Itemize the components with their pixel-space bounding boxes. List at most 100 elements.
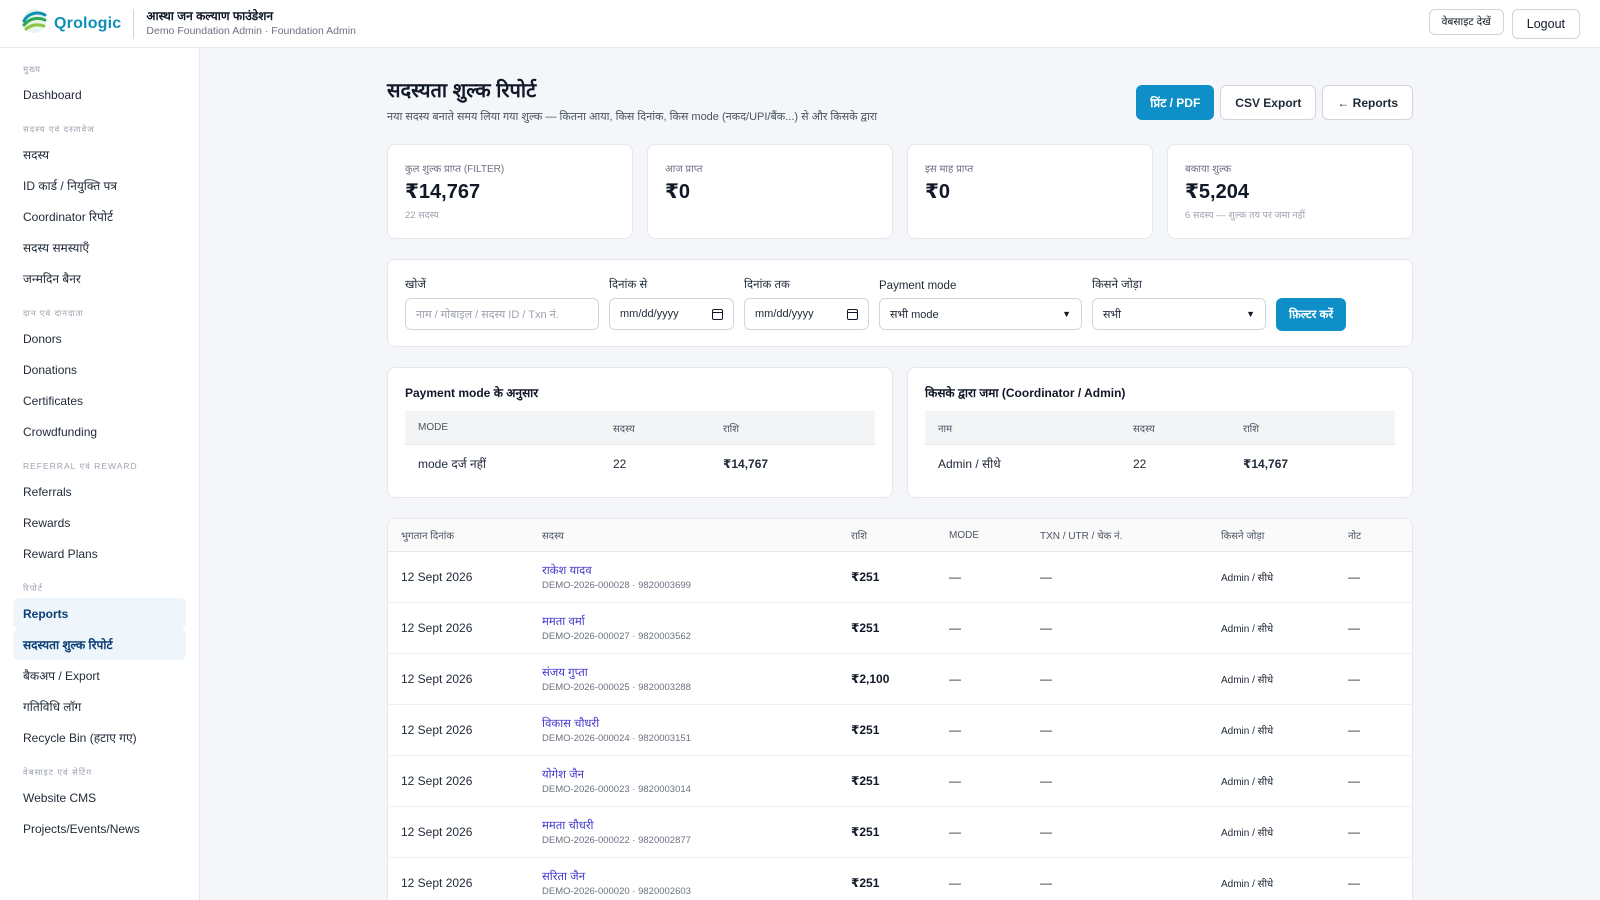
print-pdf-button[interactable]: प्रिंट / PDF — [1136, 85, 1215, 120]
table-row: 12 Sept 2026 सरिता जैन DEMO-2026-000020 … — [388, 858, 1412, 900]
payment-mode: — — [949, 876, 961, 890]
payment-amount: ₹251 — [851, 825, 880, 839]
payment-txn: — — [1040, 876, 1052, 890]
member-cell: विकास चौधरी DEMO-2026-000024 · 982000315… — [542, 716, 851, 744]
sidebar-item-referrals[interactable]: Referrals — [23, 484, 72, 499]
sidebar-item-donations[interactable]: Donations — [23, 362, 78, 377]
payment-mode-select[interactable]: सभी mode ▼ — [879, 298, 1082, 330]
mode-summary-table: MODE सदस्य राशि mode दर्ज नहीं 22 ₹14,76… — [405, 411, 875, 482]
sidebar-section-title: सदस्य एवं दस्तावेज — [23, 124, 95, 134]
sidebar-section-title: मुख्य — [23, 64, 41, 74]
payment-mode: — — [949, 621, 961, 635]
member-name-link[interactable]: विकास चौधरी — [542, 718, 600, 730]
member-name-link[interactable]: सरिता जैन — [542, 871, 586, 883]
payment-added-by: Admin / सीधे — [1221, 624, 1274, 635]
sidebar-item-website-cms[interactable]: Website CMS — [23, 790, 97, 805]
stat-note: 6 सदस्य — शुल्क तय पर जमा नहीं — [1185, 210, 1306, 221]
filter-submit-button[interactable]: फ़िल्टर करें — [1276, 298, 1347, 331]
stat-value: ₹14,767 — [405, 181, 481, 203]
member-id-mobile: DEMO-2026-000020 · 9820002603 — [542, 886, 691, 897]
org-block: आस्था जन कल्याण फाउंडेशन Demo Foundation… — [133, 8, 356, 39]
added-by-summary-card: किसके द्वारा जमा (Coordinator / Admin) न… — [907, 367, 1413, 498]
column-header: TXN / UTR / चेक नं. — [1040, 531, 1123, 542]
payment-note: — — [1348, 774, 1360, 788]
date-to-value: mm/dd/yyyy — [755, 308, 814, 320]
payment-mode: — — [949, 723, 961, 737]
added-by-select[interactable]: सभी ▼ — [1092, 298, 1266, 330]
date-from-label: दिनांक से — [609, 279, 648, 291]
sidebar-item-projects-events-news[interactable]: Projects/Events/News — [23, 821, 140, 836]
added-by-label: किसने जोड़ा — [1092, 279, 1142, 291]
date-to-input[interactable]: mm/dd/yyyy — [744, 298, 869, 330]
member-id-mobile: DEMO-2026-000023 · 9820003014 — [542, 784, 691, 795]
column-header: नाम — [938, 423, 953, 435]
payment-added-by: Admin / सीधे — [1221, 879, 1274, 890]
sidebar-item-id-cards[interactable]: ID कार्ड / नियुक्ति पत्र — [23, 179, 117, 193]
filter-form: खोजें नाम / मोबाइल / सदस्य ID / Txn नं. … — [387, 259, 1413, 347]
stat-today-received: आज प्राप्त ₹0 — [647, 144, 893, 239]
payment-date: 12 Sept 2026 — [401, 774, 473, 788]
sidebar-item-membership-fee-report[interactable]: सदस्यता शुल्क रिपोर्ट — [13, 629, 186, 660]
csv-export-button[interactable]: CSV Export — [1220, 85, 1317, 120]
member-name-link[interactable]: ममता चौधरी — [542, 820, 594, 832]
payment-added-by: Admin / सीधे — [1221, 777, 1274, 788]
table-cell: 22 — [613, 456, 627, 471]
date-from-input[interactable]: mm/dd/yyyy — [609, 298, 734, 330]
member-id-mobile: DEMO-2026-000027 · 9820003562 — [542, 631, 691, 642]
stat-pending-fee: बकाया शुल्क ₹5,204 6 सदस्य — शुल्क तय पर… — [1167, 144, 1413, 239]
payments-table: भुगतान दिनांक सदस्य राशि MODE TXN / UTR … — [387, 518, 1413, 900]
back-to-reports-button[interactable]: ← Reports — [1322, 85, 1413, 120]
calendar-icon[interactable] — [712, 308, 723, 320]
sidebar-item-reports[interactable]: Reports — [13, 598, 186, 629]
payment-note: — — [1348, 876, 1360, 890]
column-header: राशि — [723, 423, 740, 435]
payment-amount: ₹251 — [851, 723, 880, 737]
member-name-link[interactable]: ममता वर्मा — [542, 616, 585, 628]
member-name-link[interactable]: योगेश जैन — [542, 769, 585, 781]
sidebar-item-coordinator-report[interactable]: Coordinator रिपोर्ट — [23, 210, 114, 224]
sidebar-item-birthday-banner[interactable]: जन्मदिन बैनर — [23, 272, 81, 286]
sidebar-item-reward-plans[interactable]: Reward Plans — [23, 546, 98, 561]
sidebar-item-backup-export[interactable]: बैकअप / Export — [23, 669, 100, 683]
sidebar-section-title: दान एवं दानदाता — [23, 308, 84, 318]
sidebar-item-donors[interactable]: Donors — [23, 331, 62, 346]
column-header: राशि — [851, 531, 868, 542]
table-cell: ₹14,767 — [723, 456, 769, 471]
sidebar-section-title: वेबसाइट एवं सेटिंग — [23, 767, 93, 777]
column-header: MODE — [949, 529, 979, 541]
payment-added-by: Admin / सीधे — [1221, 726, 1274, 737]
mode-summary-title: Payment mode के अनुसार — [405, 386, 539, 400]
payment-mode: — — [949, 570, 961, 584]
sidebar-item-members[interactable]: सदस्य — [23, 148, 50, 162]
main-content: सदस्यता शुल्क रिपोर्ट नया सदस्य बनाते सम… — [387, 48, 1413, 900]
brand[interactable]: Qrologic — [20, 7, 121, 40]
payment-txn: — — [1040, 621, 1052, 635]
summary-row: Payment mode के अनुसार MODE सदस्य राशि m… — [387, 367, 1413, 498]
chevron-down-icon: ▼ — [1246, 309, 1255, 319]
sidebar-item-certificates[interactable]: Certificates — [23, 393, 84, 408]
qrologic-logo-icon — [20, 7, 48, 40]
payment-added-by: Admin / सीधे — [1221, 573, 1274, 584]
sidebar-item-dashboard[interactable]: Dashboard — [23, 87, 82, 102]
column-header: सदस्य — [613, 423, 635, 435]
member-name-link[interactable]: राकेश यादव — [542, 565, 592, 577]
sidebar-item-activity-log[interactable]: गतिविधि लॉग — [23, 700, 82, 714]
sidebar-item-crowdfunding[interactable]: Crowdfunding — [23, 424, 98, 439]
sidebar-item-recycle-bin[interactable]: Recycle Bin (हटाए गए) — [23, 731, 137, 745]
member-id-mobile: DEMO-2026-000028 · 9820003699 — [542, 580, 691, 591]
sidebar-item-rewards[interactable]: Rewards — [23, 515, 71, 530]
sidebar-section-title: रिपोर्ट — [23, 583, 43, 593]
calendar-icon[interactable] — [847, 308, 858, 320]
page-title: सदस्यता शुल्क रिपोर्ट — [387, 80, 537, 102]
payment-mode: — — [949, 672, 961, 686]
sidebar-item-member-issues[interactable]: सदस्य समस्याएँ — [23, 241, 90, 255]
table-cell: mode दर्ज नहीं — [418, 457, 487, 471]
mode-summary-card: Payment mode के अनुसार MODE सदस्य राशि m… — [387, 367, 893, 498]
date-to-label: दिनांक तक — [744, 279, 790, 291]
view-website-button[interactable]: वेबसाइट देखें — [1428, 8, 1504, 35]
added-by-summary-table: नाम सदस्य राशि Admin / सीधे 22 ₹14,767 — [925, 411, 1395, 482]
logout-button[interactable]: Logout — [1511, 8, 1580, 39]
member-cell: ममता चौधरी DEMO-2026-000022 · 9820002877 — [542, 818, 851, 846]
member-name-link[interactable]: संजय गुप्ता — [542, 667, 588, 679]
search-input[interactable]: नाम / मोबाइल / सदस्य ID / Txn नं. — [405, 298, 599, 330]
